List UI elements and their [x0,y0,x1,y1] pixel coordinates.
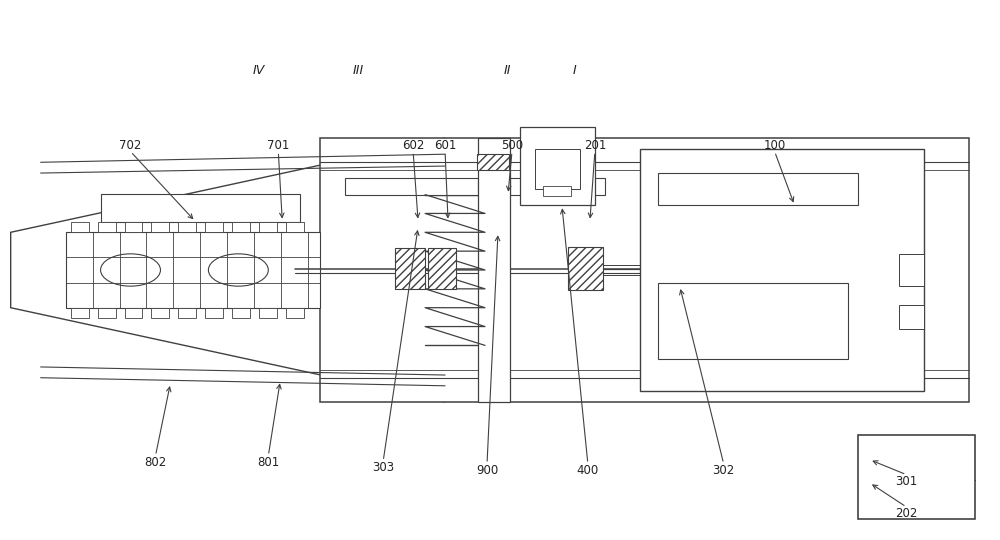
Text: 801: 801 [257,456,279,469]
Text: 702: 702 [119,138,142,152]
Bar [568,247,603,291]
Text: 601: 601 [434,138,456,152]
Bar [286,308,304,319]
Bar [658,284,848,359]
Text: 802: 802 [144,456,167,469]
Bar [658,173,858,205]
Text: 302: 302 [713,464,735,477]
Text: 900: 900 [476,464,498,477]
Bar [478,138,510,402]
Bar [232,308,250,319]
Bar [899,305,924,329]
Bar [320,138,969,402]
Text: 400: 400 [577,464,599,477]
Bar [510,178,605,194]
Bar [205,308,223,319]
Bar [205,221,223,232]
Text: IV: IV [252,64,264,77]
Text: 202: 202 [895,507,918,520]
Text: III: III [353,64,364,77]
Bar [125,221,142,232]
Bar [543,186,571,195]
Bar [151,308,169,319]
Text: 201: 201 [584,138,606,152]
Bar [640,149,924,391]
Bar [98,308,116,319]
Bar [178,308,196,319]
Bar [98,221,116,232]
Bar [125,308,142,319]
Text: I: I [573,64,577,77]
Text: 303: 303 [372,461,394,474]
Bar [286,221,304,232]
Bar [178,221,196,232]
Bar [259,221,277,232]
Bar [151,221,169,232]
Bar [535,149,580,189]
Text: 301: 301 [895,475,918,488]
Bar [520,127,595,205]
Text: 701: 701 [267,138,289,152]
Text: 100: 100 [763,138,786,152]
Bar [395,248,425,289]
Bar [232,221,250,232]
Bar [899,254,924,286]
Text: 602: 602 [402,138,424,152]
Bar [345,178,478,194]
Bar [101,193,300,221]
Bar [477,154,509,170]
Bar [71,221,89,232]
Bar [259,308,277,319]
Text: II: II [503,64,511,77]
Bar [66,232,320,308]
Bar [858,435,975,519]
Text: 500: 500 [501,138,523,152]
Bar [428,248,456,289]
Bar [71,308,89,319]
Polygon shape [11,138,445,402]
